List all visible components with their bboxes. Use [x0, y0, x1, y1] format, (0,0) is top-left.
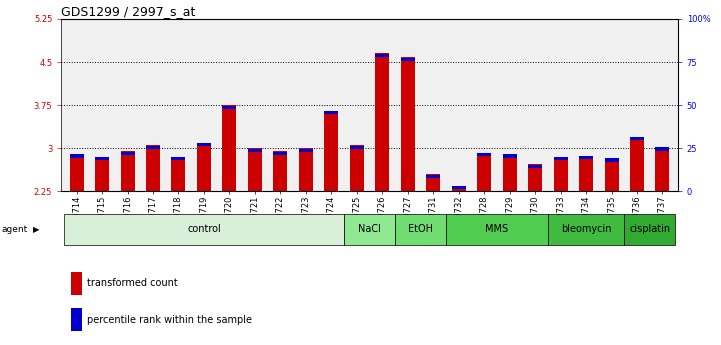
Bar	[503, 154, 517, 191]
Bar	[528, 165, 542, 168]
Bar	[71, 308, 81, 331]
Text: agent: agent	[1, 225, 27, 234]
Bar	[298, 149, 313, 152]
Bar	[579, 156, 593, 159]
Bar	[273, 151, 288, 191]
Bar	[71, 272, 81, 295]
Bar	[172, 157, 185, 160]
Bar	[222, 106, 236, 109]
Bar	[401, 58, 415, 61]
Bar	[446, 214, 548, 245]
Bar	[395, 214, 446, 245]
Bar	[579, 156, 593, 191]
Bar	[350, 146, 364, 191]
Text: cisplatin: cisplatin	[629, 224, 671, 234]
Bar	[64, 214, 344, 245]
Bar	[197, 142, 211, 191]
Bar	[69, 155, 84, 158]
Bar	[477, 153, 491, 156]
Text: control: control	[187, 224, 221, 234]
Bar	[426, 175, 441, 178]
Bar	[604, 158, 619, 191]
Bar	[548, 214, 624, 245]
Bar	[401, 58, 415, 191]
Bar	[554, 157, 567, 191]
Bar	[375, 53, 389, 191]
Bar	[528, 165, 542, 191]
Bar	[120, 151, 135, 191]
Bar	[655, 148, 670, 151]
Bar	[655, 147, 670, 191]
Bar	[95, 157, 109, 191]
Bar	[95, 157, 109, 160]
Text: bleomycin: bleomycin	[561, 224, 611, 234]
Bar	[248, 148, 262, 191]
Bar	[503, 155, 517, 158]
Text: ▶: ▶	[33, 225, 40, 234]
Bar	[375, 54, 389, 57]
Bar	[324, 111, 338, 115]
Bar	[120, 151, 135, 155]
Bar	[604, 158, 619, 161]
Bar	[222, 105, 236, 191]
Bar	[248, 149, 262, 152]
Text: MMS: MMS	[485, 224, 508, 234]
Bar	[451, 186, 466, 189]
Bar	[298, 148, 313, 191]
Text: percentile rank within the sample: percentile rank within the sample	[87, 315, 252, 325]
Text: EtOH: EtOH	[408, 224, 433, 234]
Bar	[69, 154, 84, 191]
Bar	[324, 111, 338, 191]
Bar	[350, 146, 364, 149]
Bar	[426, 174, 441, 191]
Bar	[146, 146, 160, 191]
Text: GDS1299 / 2997_s_at: GDS1299 / 2997_s_at	[61, 5, 195, 18]
Bar	[344, 214, 395, 245]
Bar	[146, 146, 160, 149]
Bar	[451, 186, 466, 191]
Bar	[273, 151, 288, 155]
Bar	[172, 157, 185, 191]
Text: transformed count: transformed count	[87, 278, 177, 288]
Text: NaCl: NaCl	[358, 224, 381, 234]
Bar	[477, 153, 491, 191]
Bar	[630, 137, 644, 140]
Bar	[630, 137, 644, 191]
Bar	[554, 157, 567, 160]
Bar	[197, 143, 211, 146]
Bar	[624, 214, 675, 245]
